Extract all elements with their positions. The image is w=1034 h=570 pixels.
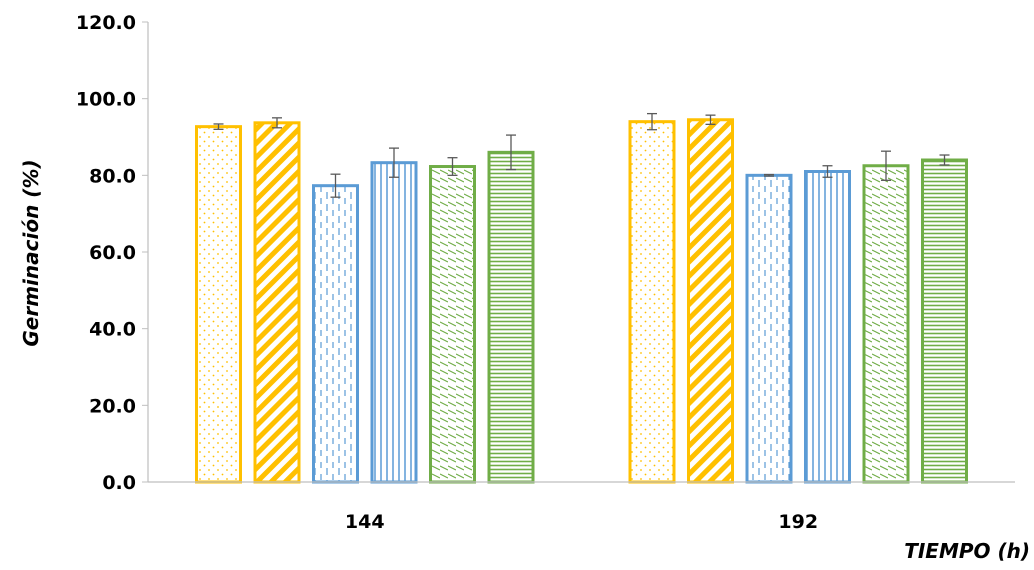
bar-144-s3 bbox=[312, 184, 359, 484]
error-bar bbox=[764, 173, 774, 177]
x-category-label: 192 bbox=[778, 511, 818, 533]
bar-192-s3 bbox=[745, 173, 793, 484]
bar-144-s6 bbox=[487, 150, 535, 484]
y-tick-label: 120.0 bbox=[76, 12, 136, 34]
y-tick-label: 60.0 bbox=[89, 242, 136, 264]
y-tick-label: 0.0 bbox=[102, 472, 136, 494]
error-bar bbox=[506, 134, 516, 171]
y-axis-ticks: 0.0 20.0 40.0 60.0 80.0 100.0 120.0 bbox=[76, 12, 148, 494]
error-bar bbox=[647, 112, 657, 131]
error-bar bbox=[822, 165, 833, 178]
bar-192-s4 bbox=[804, 170, 851, 484]
error-bar bbox=[705, 114, 716, 125]
y-tick-label: 100.0 bbox=[76, 89, 136, 111]
axes bbox=[147, 22, 1015, 483]
bar-144-s1 bbox=[195, 125, 242, 484]
error-bar bbox=[213, 123, 224, 130]
bar-192-s2 bbox=[687, 118, 734, 484]
y-tick-label: 20.0 bbox=[89, 395, 136, 417]
error-bar bbox=[447, 157, 458, 176]
y-axis-title: Germinación (%) bbox=[19, 159, 43, 346]
error-bar bbox=[939, 154, 950, 166]
bar-144-s2 bbox=[253, 121, 301, 484]
error-bar bbox=[272, 117, 282, 129]
bar-192-s6 bbox=[921, 158, 968, 484]
x-category-label: 144 bbox=[345, 511, 385, 533]
error-bar bbox=[389, 147, 399, 178]
bar-192-s1 bbox=[628, 120, 676, 484]
error-bar bbox=[881, 150, 891, 181]
bar-192-s5 bbox=[862, 164, 910, 484]
bars-group bbox=[195, 112, 968, 484]
x-axis-category-labels: 144 192 bbox=[345, 511, 818, 533]
bar-144-s5 bbox=[429, 165, 476, 484]
y-tick-label: 80.0 bbox=[89, 165, 136, 187]
bar-144-s4 bbox=[370, 161, 418, 484]
y-tick-label: 40.0 bbox=[89, 319, 136, 341]
x-axis-title: TIEMPO (h) bbox=[904, 539, 1030, 563]
error-bar bbox=[330, 173, 341, 198]
